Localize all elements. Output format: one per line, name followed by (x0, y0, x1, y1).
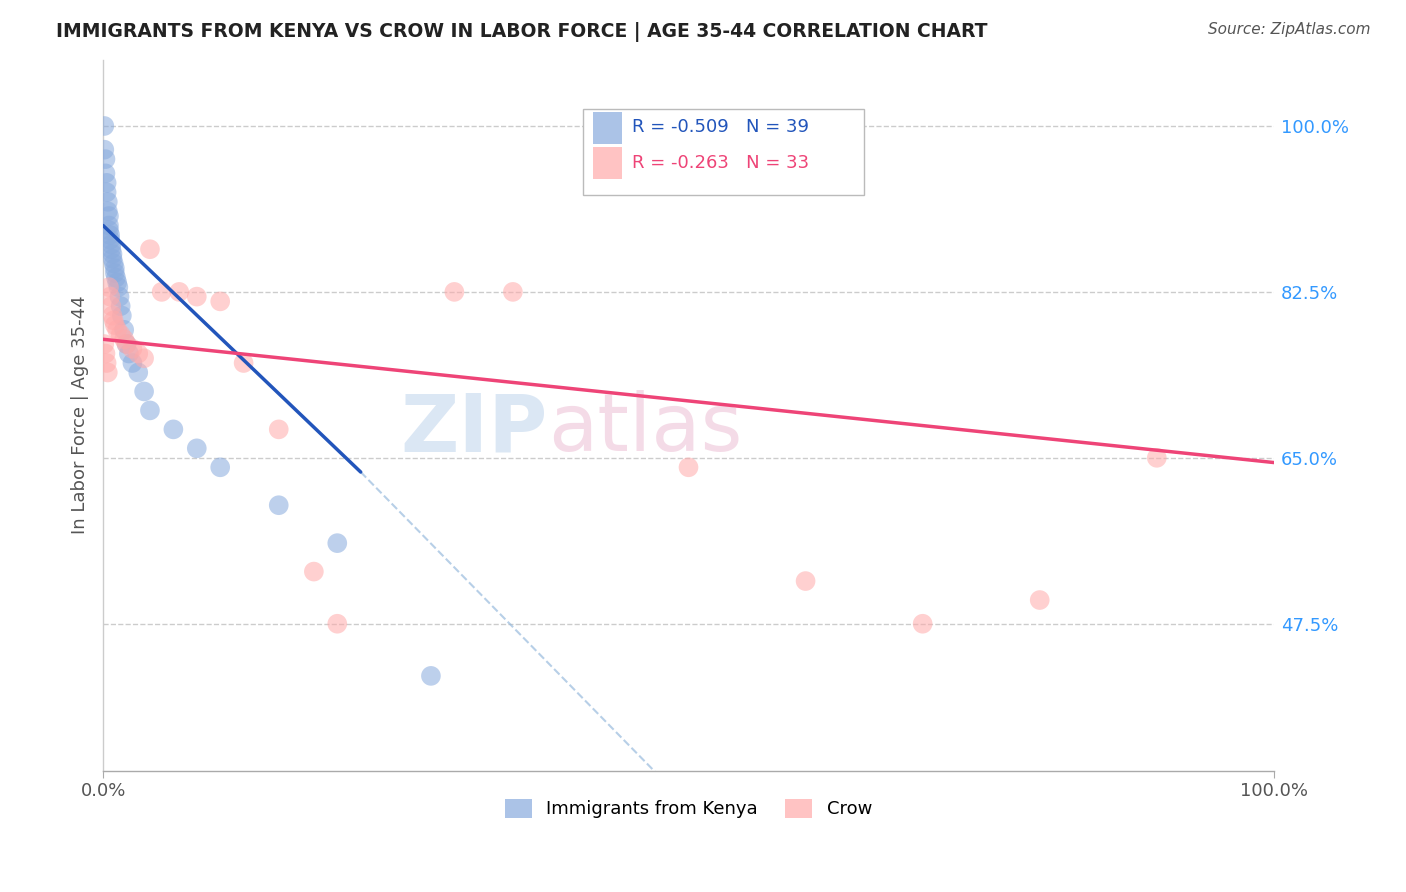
Point (121, 342, 143, 356)
Point (167, 285, 190, 299)
Point (419, 669, 441, 683)
Point (127, 366, 149, 380)
Point (93, 119, 115, 133)
Point (139, 242, 162, 256)
Point (93, 143, 115, 157)
Point (94, 346, 117, 360)
Point (103, 313, 125, 327)
Point (98, 223, 121, 237)
Point (127, 346, 149, 360)
Point (118, 346, 141, 360)
Point (97, 366, 120, 380)
Point (97, 194, 120, 209)
Point (100, 237, 122, 252)
Point (96, 176, 118, 190)
Point (104, 318, 127, 332)
Point (98, 280, 121, 294)
Legend: Immigrants from Kenya, Crow: Immigrants from Kenya, Crow (498, 792, 879, 826)
Point (107, 280, 129, 294)
Point (115, 337, 138, 351)
Point (502, 285, 524, 299)
Point (110, 327, 132, 342)
Point (94, 166, 117, 180)
Point (267, 422, 290, 436)
Point (105, 270, 128, 285)
Point (101, 247, 124, 261)
Point (1146, 450, 1168, 465)
Point (98, 233, 121, 247)
Text: IMMIGRANTS FROM KENYA VS CROW IN LABOR FORCE | AGE 35-44 CORRELATION CHART: IMMIGRANTS FROM KENYA VS CROW IN LABOR F… (56, 22, 988, 42)
Point (678, 460, 700, 475)
Point (911, 616, 934, 631)
Point (97, 204, 120, 219)
Point (100, 242, 122, 256)
Point (98, 219, 121, 233)
Point (132, 384, 155, 399)
Point (267, 498, 290, 512)
FancyBboxPatch shape (592, 112, 621, 144)
Point (93, 337, 115, 351)
Point (111, 309, 134, 323)
Point (103, 256, 125, 270)
Point (209, 294, 232, 309)
Point (232, 356, 254, 370)
Point (162, 422, 184, 436)
FancyBboxPatch shape (583, 110, 865, 194)
Point (98, 290, 121, 304)
Point (96, 356, 118, 370)
Point (139, 403, 162, 417)
Point (132, 351, 155, 366)
Point (794, 574, 817, 588)
Point (302, 565, 325, 579)
Point (100, 299, 122, 313)
Y-axis label: In Labor Force | Age 35-44: In Labor Force | Age 35-44 (72, 296, 89, 534)
Point (186, 442, 208, 456)
Point (101, 309, 124, 323)
Text: atlas: atlas (548, 391, 742, 468)
Point (112, 323, 135, 337)
Point (115, 337, 138, 351)
Point (1028, 593, 1050, 607)
Point (104, 261, 127, 276)
Point (98, 227, 121, 242)
FancyBboxPatch shape (592, 147, 621, 179)
Text: R = -0.509   N = 39: R = -0.509 N = 39 (633, 118, 810, 136)
Point (105, 323, 128, 337)
Point (108, 290, 131, 304)
Text: ZIP: ZIP (401, 391, 548, 468)
Point (110, 299, 132, 313)
Point (150, 285, 173, 299)
Point (101, 252, 124, 266)
Point (104, 266, 127, 280)
Point (209, 460, 232, 475)
Point (94, 152, 117, 166)
Text: R = -0.263   N = 33: R = -0.263 N = 33 (633, 153, 810, 171)
Point (186, 290, 208, 304)
Point (326, 616, 349, 631)
Point (105, 276, 128, 290)
Point (326, 536, 349, 550)
Point (443, 285, 465, 299)
Point (112, 332, 135, 346)
Text: Source: ZipAtlas.com: Source: ZipAtlas.com (1208, 22, 1371, 37)
Point (96, 186, 118, 200)
Point (121, 356, 143, 370)
Point (98, 209, 121, 223)
